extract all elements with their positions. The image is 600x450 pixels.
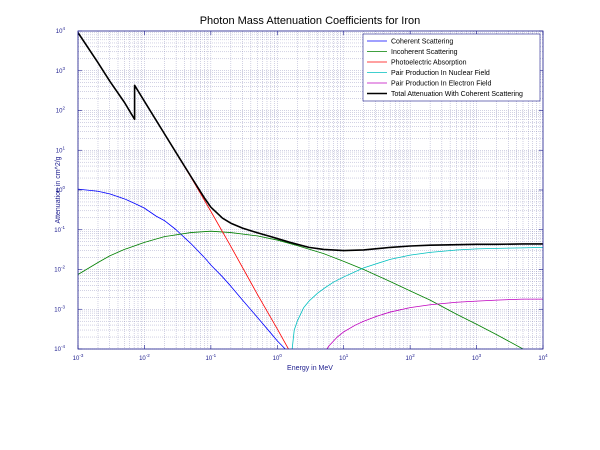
x-tick-label: 100 xyxy=(273,353,283,362)
legend-label: Coherent Scattering xyxy=(391,39,453,46)
y-tick-label: 10-2 xyxy=(54,265,65,274)
chart-title: Photon Mass Attenuation Coefficients for… xyxy=(200,15,421,27)
y-axis-label: Attenuation in cm^2/g xyxy=(55,156,62,223)
y-tick-exponent: 4 xyxy=(62,26,65,31)
y-tick-exponent: -3 xyxy=(61,304,65,309)
x-tick-label: 10-2 xyxy=(139,353,150,362)
y-tick-exponent: -1 xyxy=(61,225,65,230)
y-tick-exponent: -4 xyxy=(61,344,65,349)
series-line-6 xyxy=(78,32,543,252)
legend-label: Pair Production In Electron Field xyxy=(391,81,491,88)
series-layer xyxy=(78,32,543,349)
x-tick-label: 102 xyxy=(406,353,416,362)
x-tick-exponent: -2 xyxy=(146,353,150,358)
y-tick-label: 100 xyxy=(56,185,66,194)
x-tick-exponent: 0 xyxy=(279,353,282,358)
series-line-2 xyxy=(78,230,524,349)
legend: Coherent Scattering Incoherent Scattering… xyxy=(362,33,541,102)
y-tick-label: 102 xyxy=(56,106,66,115)
legend-label: Incoherent Scattering xyxy=(391,49,458,56)
x-tick-label: 104 xyxy=(538,353,548,362)
y-tick-exponent: 0 xyxy=(62,185,65,190)
legend-box xyxy=(362,33,541,102)
y-tick-exponent: -2 xyxy=(61,265,65,270)
x-tick-exponent: -3 xyxy=(79,353,83,358)
x-tick-label: 10-3 xyxy=(73,353,84,362)
y-tick-exponent: 1 xyxy=(62,145,65,150)
x-tick-exponent: -1 xyxy=(212,353,216,358)
x-tick-exponent: 4 xyxy=(545,353,548,358)
y-tick-label: 10-4 xyxy=(54,344,65,353)
series-line-5 xyxy=(326,298,543,349)
legend-label: Pair Production In Nuclear Field xyxy=(391,70,490,77)
tick-marks xyxy=(77,30,544,350)
y-tick-exponent: 3 xyxy=(62,66,65,71)
y-tick-label: 103 xyxy=(56,66,66,75)
tick-labels: 10-310-210-110010110210310410-410-310-21… xyxy=(54,26,548,362)
x-tick-label: 103 xyxy=(472,353,482,362)
legend-label: Photoelectric Absorption xyxy=(391,60,467,67)
y-tick-label: 10-3 xyxy=(54,304,65,313)
y-tick-label: 104 xyxy=(56,26,66,35)
x-tick-label: 101 xyxy=(339,353,349,362)
y-tick-label: 101 xyxy=(56,145,66,154)
y-tick-exponent: 2 xyxy=(62,106,65,111)
x-tick-exponent: 2 xyxy=(412,353,415,358)
legend-label: Total Attenuation With Coherent Scatteri… xyxy=(391,91,523,98)
x-tick-exponent: 1 xyxy=(346,353,349,358)
x-tick-label: 10-1 xyxy=(206,353,217,362)
x-axis-label: Energy in MeV xyxy=(287,365,333,372)
y-tick-label: 10-1 xyxy=(54,225,65,234)
x-tick-exponent: 3 xyxy=(479,353,482,358)
series-line-1 xyxy=(78,188,286,349)
series-line-4 xyxy=(291,246,543,349)
